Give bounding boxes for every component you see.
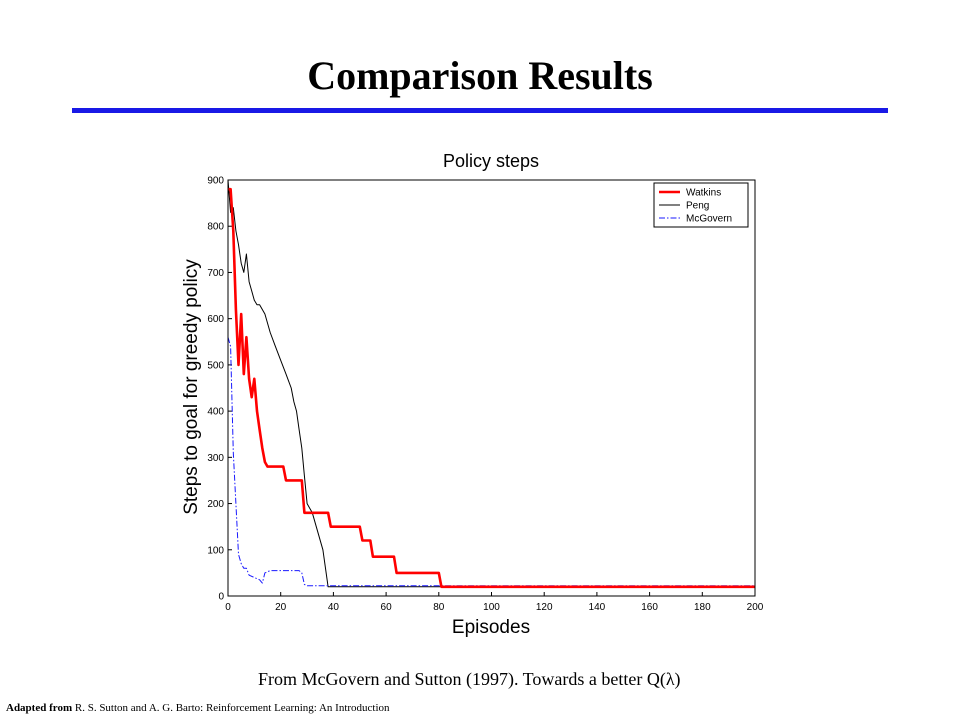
y-tick-label: 900 (207, 176, 224, 187)
y-tick-label: 300 (207, 453, 224, 464)
x-tick-label: 120 (536, 602, 553, 613)
figure-caption: From McGovern and Sutton (1997). Towards… (258, 669, 681, 689)
legend-label-watkins: Watkins (686, 188, 721, 199)
x-tick-label: 60 (381, 602, 393, 613)
series-line-mcgovern (227, 337, 755, 587)
axis-ticks: 0 20 40 60 80 100 120 140 160 180 200 0 100 200 300 400… (207, 176, 763, 614)
title-rule (72, 108, 888, 113)
plot-frame (227, 179, 756, 597)
x-tick-label: 180 (694, 602, 711, 613)
y-tick-label: 700 (207, 268, 224, 279)
legend: Watkins Peng McGovern (653, 182, 749, 228)
series-line-watkins (228, 187, 755, 589)
x-axis-label: Episodes (452, 617, 530, 638)
x-tick-label: 100 (483, 602, 500, 613)
y-tick-label: 800 (207, 222, 224, 233)
x-tick-label: 0 (225, 602, 231, 613)
series-lines (227, 179, 755, 589)
x-tick-label: 80 (433, 602, 445, 613)
chart-title: Policy steps (443, 151, 539, 171)
y-axis-label: Steps to goal for greedy policy (181, 259, 202, 515)
credit-text: R. S. Sutton and A. G. Barto: Reinforcem… (72, 702, 390, 714)
legend-label-peng: Peng (686, 201, 709, 212)
credit-line: Adapted from R. S. Sutton and A. G. Bart… (6, 702, 390, 714)
y-tick-label: 500 (207, 360, 224, 371)
y-tick-label: 400 (207, 407, 224, 418)
y-tick-label: 100 (207, 545, 224, 556)
series-line-peng (227, 179, 755, 588)
y-tick-label: 200 (207, 499, 224, 510)
x-tick-label: 140 (589, 602, 606, 613)
x-tick-label: 160 (641, 602, 658, 613)
y-tick-label: 0 (218, 592, 224, 603)
x-tick-label: 40 (328, 602, 340, 613)
x-tick-label: 200 (747, 602, 764, 613)
credit-prefix: Adapted from (6, 702, 73, 714)
x-tick-label: 20 (275, 602, 287, 613)
slide-title: Comparison Results (307, 53, 653, 98)
y-tick-label: 600 (207, 314, 224, 325)
legend-label-mcgovern: McGovern (686, 214, 732, 225)
